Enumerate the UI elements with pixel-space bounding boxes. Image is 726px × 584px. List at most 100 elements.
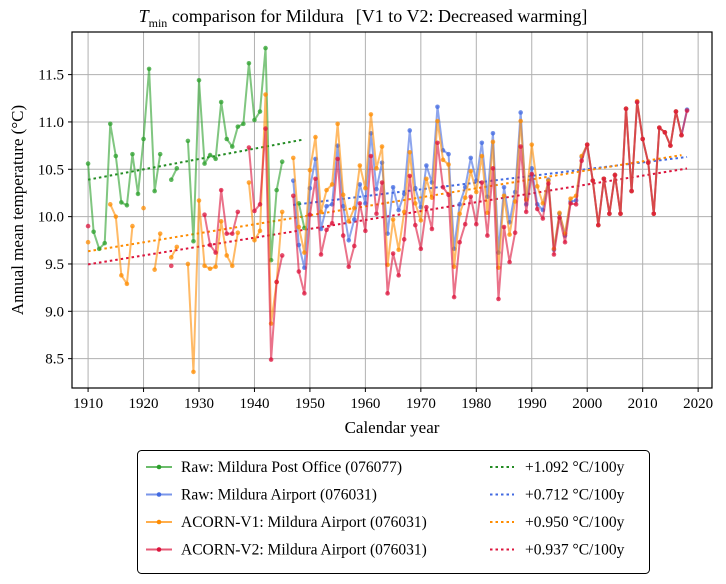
data-point (351, 205, 357, 211)
data-point (102, 240, 108, 246)
x-tick-label: 1970 (406, 396, 436, 412)
data-point (252, 117, 257, 123)
data-point (390, 184, 396, 190)
y-tick-label: 9.5 (45, 257, 64, 273)
data-point (579, 158, 584, 164)
data-point (657, 125, 662, 130)
data-point (451, 294, 457, 300)
data-point (601, 176, 607, 182)
data-point (313, 134, 318, 140)
data-point (85, 239, 91, 245)
data-point (246, 145, 252, 150)
legend: Raw: Mildura Post Office (076077) Raw: Mi… (137, 450, 650, 574)
data-point (302, 291, 307, 296)
data-point (512, 230, 518, 236)
data-point (351, 243, 357, 249)
data-point (279, 159, 285, 165)
series-0 (85, 45, 307, 263)
data-point (518, 118, 523, 124)
data-point (634, 99, 640, 105)
legend-trend-label: +0.937 °C/100y (525, 542, 625, 559)
data-point (119, 273, 124, 278)
data-point (584, 142, 590, 147)
series-line (292, 101, 689, 300)
data-point (424, 204, 429, 210)
data-point (263, 126, 268, 131)
legend-swatch-marker (156, 547, 162, 552)
data-point (279, 253, 285, 258)
series-3 (85, 99, 690, 362)
y-tick-label: 10.0 (38, 210, 64, 226)
data-point (684, 108, 690, 113)
data-point (202, 161, 207, 166)
data-point (424, 176, 429, 182)
x-tick-label: 1940 (239, 396, 269, 412)
data-point (335, 121, 340, 127)
legend-label: ACORN-V2: Mildura Airport (076031) (181, 542, 427, 559)
series-layer (85, 45, 690, 375)
data-point (119, 200, 124, 205)
data-point (318, 209, 324, 215)
data-point (529, 142, 535, 147)
data-point (568, 196, 573, 201)
y-axis: 8.5 9.0 9.5 10.0 10.5 11.0 11.5 (38, 68, 72, 368)
data-point (357, 182, 363, 187)
data-point (496, 296, 501, 302)
data-point (468, 168, 474, 174)
data-point (130, 151, 135, 157)
data-point (185, 138, 191, 144)
series-line (153, 233, 162, 270)
grid (72, 32, 712, 388)
data-point (324, 203, 329, 209)
data-point (107, 121, 113, 127)
data-point (130, 223, 135, 229)
data-point (607, 211, 612, 217)
data-point (224, 253, 230, 258)
data-point (307, 167, 313, 173)
data-point (113, 153, 119, 159)
data-point (518, 144, 523, 149)
data-point (390, 217, 396, 222)
data-point (407, 128, 413, 133)
data-point (318, 252, 324, 257)
data-point (274, 187, 279, 193)
data-point (546, 181, 551, 186)
data-point (418, 218, 424, 223)
x-tick-label: 1920 (129, 396, 159, 412)
data-point (191, 238, 196, 244)
x-tick-label: 1980 (461, 396, 491, 412)
data-point (418, 246, 424, 252)
data-point (279, 209, 285, 215)
data-point (368, 112, 374, 117)
y-tick-label: 11.0 (38, 115, 64, 131)
data-point (424, 163, 429, 168)
data-point (573, 202, 579, 207)
data-point (507, 259, 512, 265)
x-tick-label: 2010 (628, 396, 658, 412)
series-line (247, 127, 284, 361)
data-point (229, 144, 235, 149)
data-point (568, 201, 573, 206)
data-point (485, 233, 490, 238)
x-axis-label: Calendar year (345, 418, 440, 437)
data-point (535, 206, 540, 212)
data-point (296, 224, 302, 230)
data-point (407, 173, 413, 179)
y-tick-label: 8.5 (45, 352, 64, 368)
data-point (479, 153, 485, 159)
data-point (168, 255, 174, 260)
data-point (290, 193, 296, 199)
data-point (202, 263, 207, 269)
data-point (174, 244, 180, 250)
x-tick-label: 2000 (572, 396, 602, 412)
series-line (186, 47, 284, 262)
data-point (252, 237, 257, 243)
y-tick-label: 9.0 (45, 304, 64, 320)
data-point (629, 188, 634, 194)
data-point (152, 267, 157, 272)
data-point (152, 188, 157, 194)
data-point (157, 231, 163, 236)
data-point (612, 172, 618, 178)
data-point (113, 214, 119, 219)
data-point (523, 209, 529, 215)
